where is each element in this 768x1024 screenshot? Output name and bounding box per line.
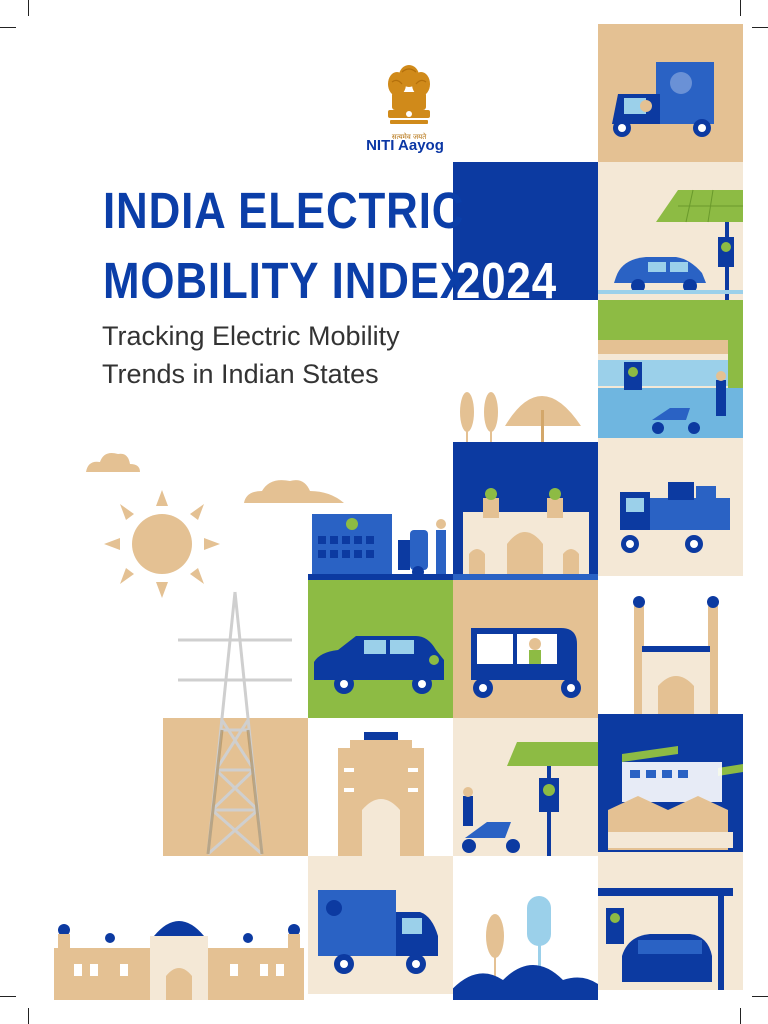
trees-bushes-icon xyxy=(453,896,598,1000)
crop-mark-bottom-right-h xyxy=(752,996,768,997)
title-line-1: INDIA ELECTRIC xyxy=(103,182,465,239)
crop-mark-bottom-right xyxy=(740,1008,741,1024)
solar-charging-station-car-icon xyxy=(598,189,743,300)
national-emblem-logo: सत्यमेव जयते xyxy=(372,62,446,158)
electric-cargo-three-wheeler-icon xyxy=(612,62,714,137)
tile-gateway-of-india xyxy=(453,442,598,580)
india-gate-icon xyxy=(338,732,424,856)
cloud-small xyxy=(84,450,140,474)
tile-factory-buildings xyxy=(598,714,743,852)
electric-truck-icon xyxy=(620,482,730,553)
tile-auto-rickshaw xyxy=(453,580,598,718)
year-highlight-block xyxy=(453,162,598,300)
emblem-motto: सत्यमेव जयते xyxy=(391,133,427,141)
crop-mark-top-left-h xyxy=(0,27,16,28)
electric-car-icon xyxy=(314,636,444,694)
trees-icon xyxy=(460,392,581,442)
subtitle-line-2: Trends in Indian States xyxy=(102,359,379,389)
title-line-2: MOBILITY INDEX xyxy=(103,252,471,309)
tile-solar-scooter xyxy=(453,718,598,856)
tile-india-gate xyxy=(308,718,453,856)
tile-electric-van xyxy=(308,856,453,994)
charging-station-scooter-icon xyxy=(308,514,453,580)
shop-charger-scooter-icon xyxy=(598,340,743,438)
tile-covered-charging-car xyxy=(598,852,743,990)
crop-mark-top-right xyxy=(740,0,741,16)
tile-trees xyxy=(453,380,598,442)
tile-solar-charging-car xyxy=(598,162,743,300)
tile-shop-scooter xyxy=(598,300,743,438)
covered-charging-car-icon xyxy=(598,888,733,990)
subtitle-line-1: Tracking Electric Mobility xyxy=(102,321,400,351)
factory-buildings-icon xyxy=(608,746,743,850)
electric-van-icon xyxy=(318,890,438,974)
cloud-large xyxy=(242,477,346,505)
crop-mark-bottom-left xyxy=(28,1008,29,1024)
crop-mark-top-right-h xyxy=(752,27,768,28)
transmission-tower-icon xyxy=(178,591,292,856)
crop-mark-top-left xyxy=(28,0,29,16)
organization-name: NITI Aayog xyxy=(366,137,444,154)
crop-mark-bottom-left-h xyxy=(0,996,16,997)
charminar-icon xyxy=(633,596,719,714)
sun xyxy=(100,490,220,606)
palace-icon xyxy=(54,921,304,1000)
solar-charger-scooter-icon xyxy=(462,742,598,856)
tile-charminar xyxy=(598,576,743,714)
lion-capital-icon xyxy=(388,65,430,124)
tile-charging-station-scooter xyxy=(308,490,453,580)
gateway-of-india-icon xyxy=(453,488,598,580)
cloud-icon xyxy=(244,480,344,503)
sun-icon xyxy=(104,490,220,598)
transmission-tower xyxy=(170,590,300,856)
electric-auto-rickshaw-icon xyxy=(471,628,581,698)
palace xyxy=(50,908,308,1000)
tile-cargo-three-wheeler xyxy=(598,24,743,162)
title-year: 2024 xyxy=(456,252,558,309)
cloud-icon xyxy=(86,453,140,472)
tile-electric-truck xyxy=(598,438,743,576)
tile-electric-car xyxy=(308,580,453,718)
tile-trees-bushes xyxy=(453,856,598,1000)
